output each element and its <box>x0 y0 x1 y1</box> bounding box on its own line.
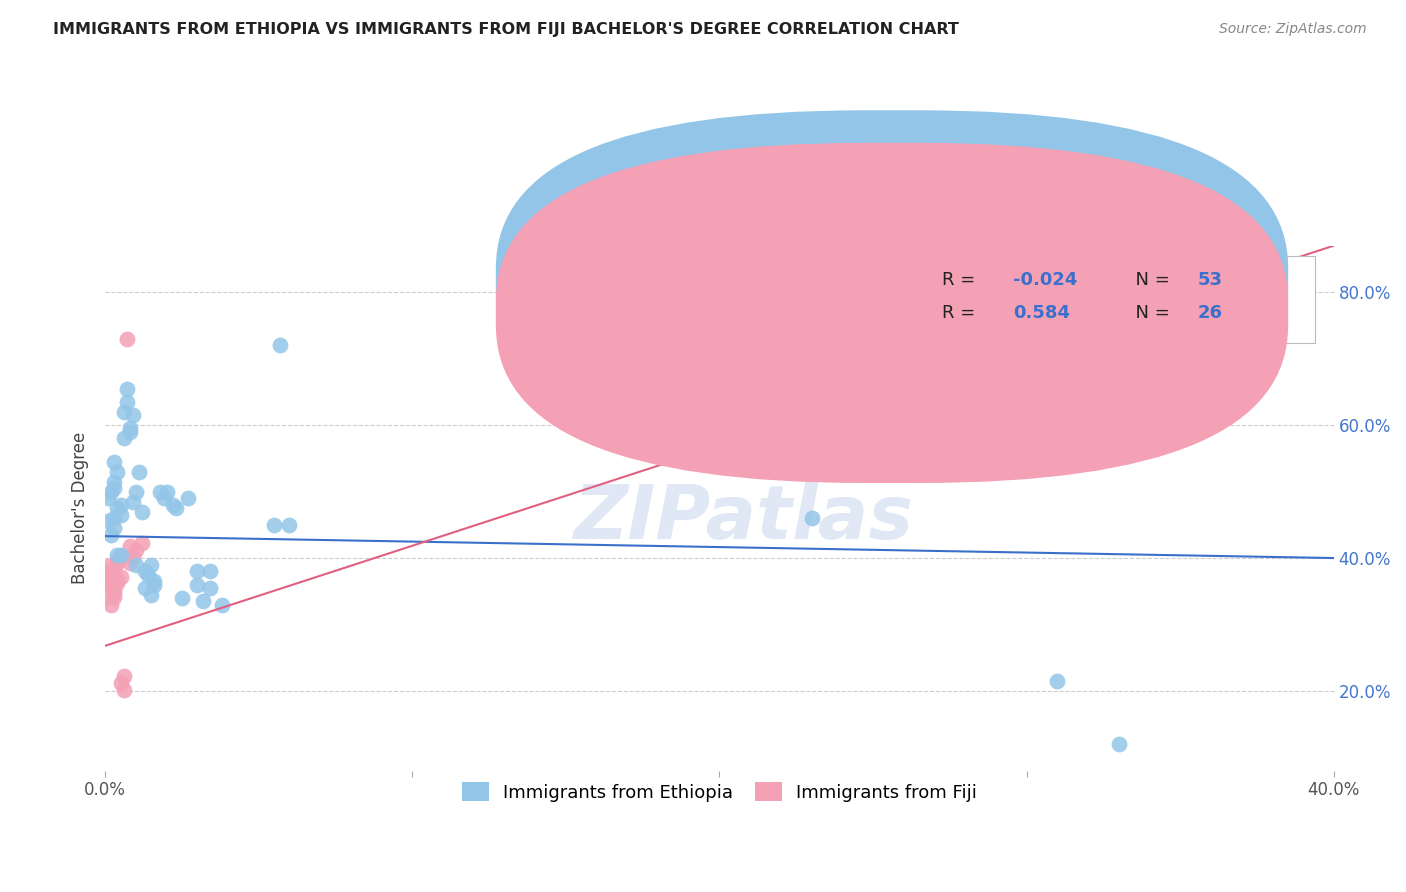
Text: N =: N = <box>1123 271 1175 289</box>
Point <box>800 511 823 525</box>
Point <box>100 484 122 499</box>
Point <box>211 598 233 612</box>
Point <box>97 565 120 579</box>
Point <box>103 585 125 599</box>
Text: Source: ZipAtlas.com: Source: ZipAtlas.com <box>1219 22 1367 37</box>
Point <box>97 515 120 529</box>
Point <box>107 553 129 567</box>
Point <box>110 569 132 583</box>
Point <box>149 484 172 499</box>
Point <box>97 590 120 604</box>
Point <box>131 536 153 550</box>
Point <box>136 567 159 582</box>
Point <box>100 576 122 591</box>
FancyBboxPatch shape <box>496 143 1288 483</box>
Point <box>186 565 208 579</box>
Point <box>121 408 143 422</box>
Text: R =: R = <box>942 304 981 322</box>
Point <box>97 491 120 506</box>
Point <box>103 511 125 525</box>
Text: 26: 26 <box>1198 304 1222 322</box>
Point <box>198 565 221 579</box>
Point <box>134 565 156 579</box>
Text: IMMIGRANTS FROM ETHIOPIA VS IMMIGRANTS FROM FIJI BACHELOR'S DEGREE CORRELATION C: IMMIGRANTS FROM ETHIOPIA VS IMMIGRANTS F… <box>53 22 959 37</box>
Point <box>186 577 208 591</box>
Point <box>269 338 291 352</box>
Point <box>1046 673 1069 688</box>
Point <box>103 591 125 605</box>
Point <box>165 501 187 516</box>
Point <box>143 577 166 591</box>
Point <box>115 332 138 346</box>
Point <box>112 405 135 419</box>
Point <box>263 517 285 532</box>
Point <box>170 591 193 605</box>
Point <box>107 573 129 587</box>
Point <box>125 558 148 572</box>
Point <box>141 588 163 602</box>
Point <box>107 548 129 562</box>
Text: R =: R = <box>942 271 981 289</box>
Point <box>107 576 129 591</box>
Point <box>118 557 141 571</box>
Y-axis label: Bachelor's Degree: Bachelor's Degree <box>72 432 89 584</box>
Point <box>110 548 132 562</box>
FancyBboxPatch shape <box>837 256 1315 343</box>
Text: -0.024: -0.024 <box>1012 271 1077 289</box>
Point <box>103 563 125 577</box>
Point <box>112 432 135 446</box>
Point <box>152 491 174 506</box>
Point <box>107 501 129 516</box>
Point <box>143 574 166 589</box>
Text: N =: N = <box>1123 304 1175 322</box>
Point <box>115 382 138 396</box>
Point <box>177 491 200 506</box>
Point <box>110 676 132 690</box>
Point <box>112 669 135 683</box>
Point <box>1108 737 1130 751</box>
Point <box>118 421 141 435</box>
Point <box>103 475 125 489</box>
Point <box>278 517 301 532</box>
Point <box>125 484 148 499</box>
Point <box>107 557 129 571</box>
Point <box>141 558 163 572</box>
Point <box>118 425 141 439</box>
Point <box>110 498 132 512</box>
Point <box>115 395 138 409</box>
Point <box>156 484 179 499</box>
Point <box>107 465 129 479</box>
Point <box>198 581 221 595</box>
Point <box>97 579 120 593</box>
Point <box>121 494 143 508</box>
Text: 53: 53 <box>1198 271 1222 289</box>
Point <box>110 508 132 522</box>
Text: ZIPatlas: ZIPatlas <box>574 483 914 555</box>
Point <box>103 481 125 495</box>
Text: 0.584: 0.584 <box>1012 304 1070 322</box>
Legend: Immigrants from Ethiopia, Immigrants from Fiji: Immigrants from Ethiopia, Immigrants fro… <box>454 775 984 809</box>
Point <box>131 504 153 518</box>
Point <box>103 582 125 597</box>
Point <box>110 549 132 564</box>
Point <box>162 498 184 512</box>
Point <box>100 569 122 583</box>
Point <box>103 521 125 535</box>
Point <box>97 559 120 574</box>
Point <box>134 581 156 595</box>
Point <box>121 549 143 564</box>
Point <box>193 594 215 608</box>
Point <box>100 598 122 612</box>
Point <box>118 539 141 553</box>
Point <box>125 543 148 558</box>
FancyBboxPatch shape <box>496 111 1288 450</box>
Point <box>100 528 122 542</box>
Point <box>112 682 135 697</box>
Point <box>128 465 150 479</box>
Point <box>103 455 125 469</box>
